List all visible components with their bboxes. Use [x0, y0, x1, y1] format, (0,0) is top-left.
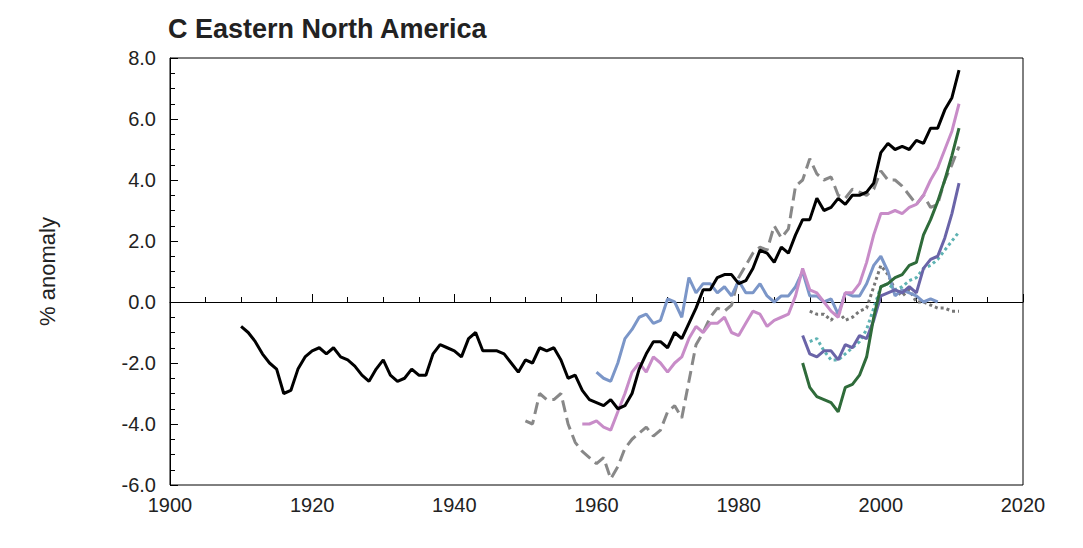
svg-text:1960: 1960 — [574, 494, 619, 516]
svg-text:2020: 2020 — [1001, 494, 1046, 516]
svg-text:C Eastern North America: C Eastern North America — [168, 14, 488, 44]
svg-text:1940: 1940 — [432, 494, 477, 516]
svg-text:2.0: 2.0 — [128, 230, 156, 252]
svg-text:-2.0: -2.0 — [122, 352, 156, 374]
svg-text:% anomaly: % anomaly — [35, 217, 60, 326]
svg-text:1980: 1980 — [716, 494, 761, 516]
svg-text:-4.0: -4.0 — [122, 413, 156, 435]
svg-text:2000: 2000 — [859, 494, 904, 516]
svg-text:4.0: 4.0 — [128, 169, 156, 191]
svg-text:1920: 1920 — [290, 494, 335, 516]
svg-text:6.0: 6.0 — [128, 108, 156, 130]
svg-text:1900: 1900 — [148, 494, 193, 516]
svg-text:8.0: 8.0 — [128, 47, 156, 69]
svg-text:-6.0: -6.0 — [122, 474, 156, 496]
svg-text:0.0: 0.0 — [128, 291, 156, 313]
